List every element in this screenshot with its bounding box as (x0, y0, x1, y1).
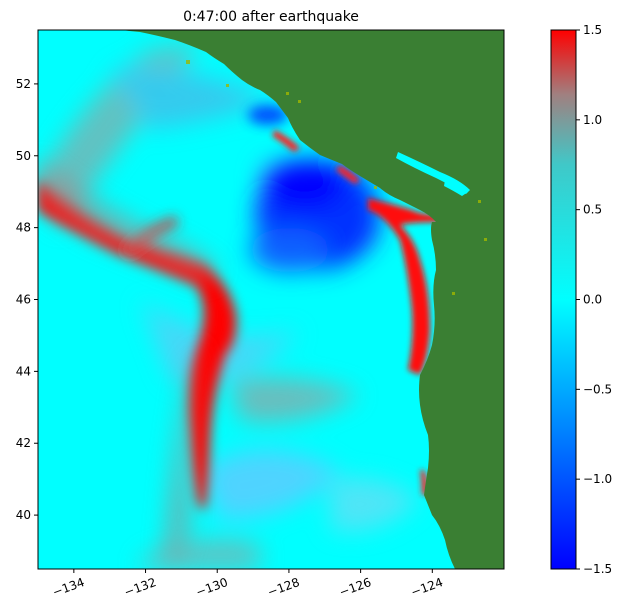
x-tick-label: −128 (266, 575, 302, 599)
map-title: 0:47:00 after earthquake (183, 9, 359, 25)
x-tick-label: −132 (122, 575, 158, 599)
trough-region (250, 160, 380, 272)
colorbar-tick-label: −0.5 (583, 382, 612, 396)
x-tick-label: −126 (337, 575, 373, 599)
colorbar-tick-label: 0.0 (583, 293, 602, 307)
map-panel (38, 30, 504, 569)
colorbar-tick-label: −1.5 (583, 562, 612, 576)
colorbar-tick-label: 1.0 (583, 113, 602, 127)
coastal-pixels (186, 60, 487, 295)
ridge-halo (38, 160, 220, 560)
x-tick-label: −134 (51, 575, 87, 599)
y-tick-label: 50 (16, 149, 31, 163)
y-tick-label: 42 (16, 436, 31, 450)
y-tick-label: 44 (16, 364, 31, 378)
colorbar-axis: 1.5 1.0 0.5 0.0 −0.5 −1.0 −1.5 (576, 23, 612, 576)
land (120, 30, 504, 569)
colorbar-tick-label: 1.5 (583, 23, 602, 37)
y-tick-label: 52 (16, 77, 31, 91)
x-axis: −134 −132 −130 −128 −126 −124 (51, 569, 445, 599)
colorbar (550, 29, 577, 570)
colorbar-tick-label: −1.0 (583, 472, 612, 486)
y-axis: 40 42 44 46 48 50 52 (16, 77, 38, 522)
y-tick-label: 40 (16, 508, 31, 522)
coastal-red (272, 130, 445, 495)
y-tick-label: 46 (16, 293, 31, 307)
x-tick-label: −124 (409, 575, 445, 599)
colorbar-tick-label: 0.5 (583, 203, 602, 217)
y-tick-label: 48 (16, 221, 31, 235)
x-tick-label: −130 (194, 575, 230, 599)
